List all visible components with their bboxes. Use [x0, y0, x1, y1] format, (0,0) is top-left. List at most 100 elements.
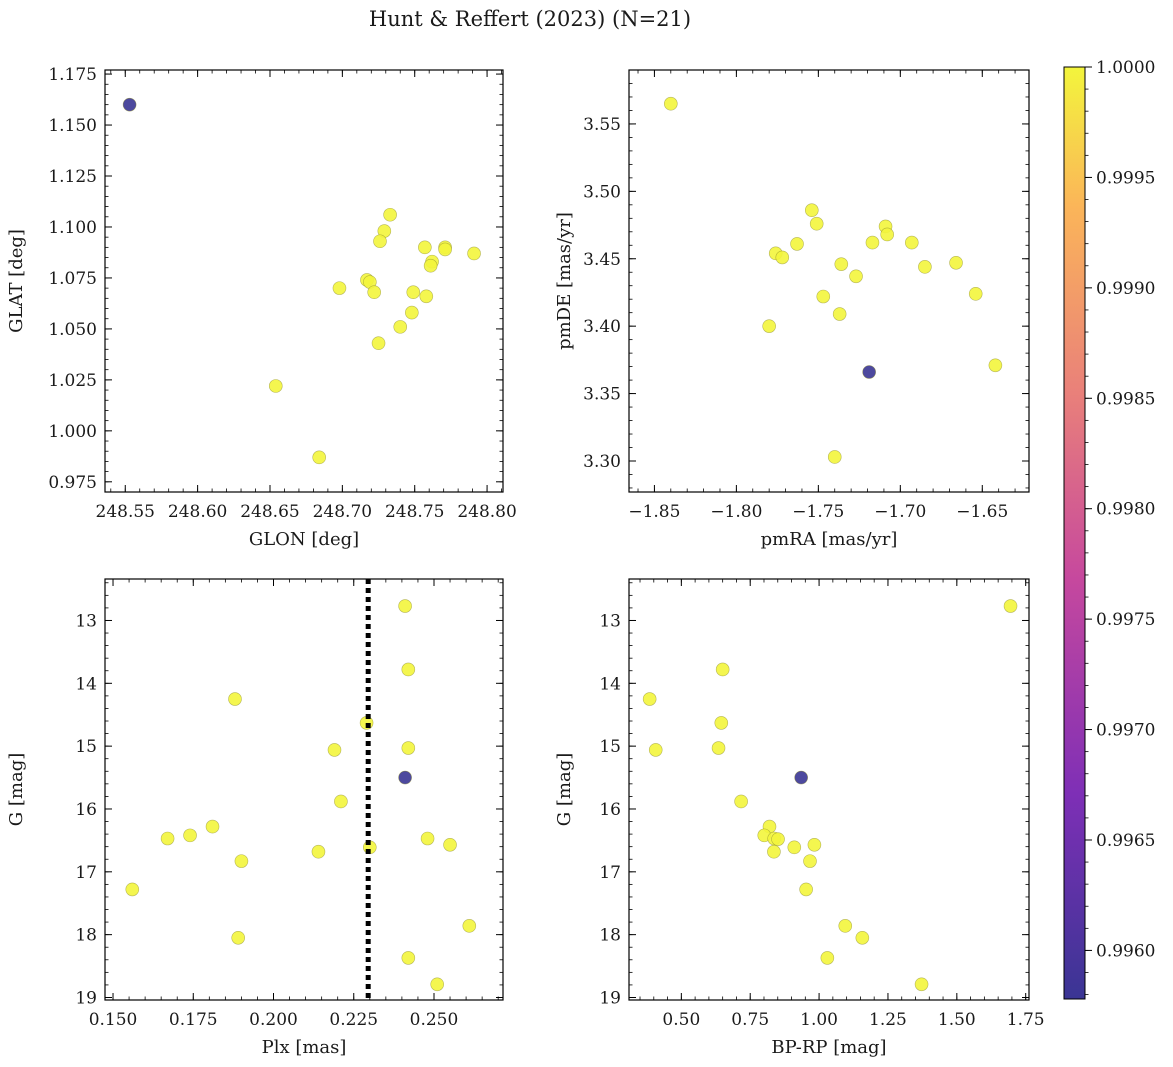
y-tick-label: 18 — [599, 926, 621, 946]
scatter-point — [988, 358, 1003, 373]
x-axis-label: BP-RP [mag] — [771, 1037, 886, 1058]
x-tick-label: 0.225 — [329, 1010, 378, 1030]
scatter-point — [327, 743, 342, 757]
scatter-point — [383, 207, 397, 222]
scatter-point — [205, 819, 220, 834]
y-tick-label: 3.30 — [583, 452, 621, 472]
axes-frame — [628, 69, 1030, 493]
x-tick-label: −1.85 — [628, 502, 680, 522]
scatter-point — [648, 743, 663, 757]
colorbar-tick-label: 0.9990 — [1096, 279, 1155, 299]
y-tick-label: 15 — [599, 737, 621, 757]
scatter-point — [827, 450, 842, 464]
scatter-point — [849, 269, 863, 284]
scatter-point — [393, 320, 408, 334]
y-tick-label: 3.35 — [583, 385, 621, 405]
scatter-point — [775, 250, 790, 265]
scatter-point — [406, 285, 421, 300]
axes-frame — [104, 578, 504, 1001]
y-tick-label: 3.55 — [583, 115, 621, 135]
y-tick-label: 19 — [599, 988, 621, 1008]
y-tick-label: 1.150 — [48, 116, 97, 136]
x-tick-label: −1.75 — [792, 502, 844, 522]
scatter-point — [371, 336, 386, 350]
x-tick-label: 0.75 — [731, 1010, 769, 1030]
panel-plx-g: 0.150 0.175 0.200 0.225 0.250 13 14 15 16 17 18 19 P… — [6, 578, 504, 1058]
y-axis-label: GLAT [deg] — [6, 229, 27, 333]
y-tick-label: 19 — [75, 988, 97, 1008]
scatter-point — [234, 854, 249, 868]
x-tick-label: 1.50 — [938, 1010, 976, 1030]
y-tick-label: 17 — [75, 863, 97, 883]
y-tick-label: 3.40 — [583, 317, 621, 337]
scatter-point — [228, 692, 242, 706]
x-axis-label: Plx [mas] — [262, 1037, 347, 1058]
x-tick-label: 248.55 — [96, 502, 155, 522]
scatter-point — [419, 289, 434, 304]
scatter-point — [968, 287, 983, 301]
scatter-point — [834, 257, 849, 271]
colorbar-gradient — [1063, 66, 1086, 1000]
panel-bprp-g: 0.50 0.75 1.00 1.25 1.50 1.75 13 14 15 16 17 18 19 BP… — [554, 578, 1045, 1058]
colorbar-tick-label: 0.9980 — [1096, 500, 1155, 520]
y-tick-label: 3.50 — [583, 182, 621, 202]
scatter-point — [231, 930, 246, 945]
y-axis-label: G [mag] — [6, 753, 27, 826]
y-axis-label: G [mag] — [554, 753, 575, 826]
colorbar-tick-label: 0.9995 — [1096, 168, 1155, 188]
scatter-point — [373, 234, 387, 249]
scatter-point — [714, 716, 729, 730]
y-axis-label: pmDE [mas/yr] — [554, 212, 575, 350]
scatter-point — [820, 951, 835, 965]
scatter-point — [734, 794, 748, 809]
axes-frame — [104, 69, 504, 493]
scatter-point — [807, 837, 822, 852]
scatter-point — [642, 692, 657, 706]
scatter-point — [125, 882, 140, 897]
scatter-point — [715, 662, 730, 677]
scatter-point — [398, 770, 412, 785]
colorbar-tick-label: 0.9970 — [1096, 721, 1155, 741]
colorbar-tick-label: 0.9960 — [1096, 941, 1155, 961]
scatter-point — [711, 741, 726, 755]
colorbar-tick-label: 0.9965 — [1096, 831, 1155, 851]
scatter-point — [311, 844, 326, 859]
scatter-point — [787, 840, 802, 855]
colorbar-tick-label: 1.0000 — [1096, 58, 1155, 78]
scatter-point — [904, 235, 919, 250]
scatter-point — [420, 831, 435, 846]
x-tick-label: 0.250 — [410, 1010, 459, 1030]
scatter-point — [367, 285, 381, 300]
colorbar-tick-label: 0.9975 — [1096, 610, 1155, 630]
y-tick-label: 16 — [599, 800, 621, 820]
x-tick-label: 0.200 — [249, 1010, 298, 1030]
scatter-point — [467, 246, 481, 261]
scatter-point — [762, 319, 776, 333]
y-tick-label: 1.050 — [48, 320, 97, 340]
panel-glon-glat: 248.55 248.60 248.65 248.70 248.75 248.80 0.97… — [6, 65, 517, 550]
y-tick-label: 13 — [599, 611, 621, 631]
x-tick-label: −1.80 — [710, 502, 762, 522]
scatter-point — [443, 837, 457, 852]
scatter-point — [401, 741, 416, 755]
scatter-point — [268, 379, 283, 393]
x-axis-label: pmRA [mas/yr] — [761, 529, 898, 550]
x-tick-label: 248.75 — [385, 502, 444, 522]
x-tick-label: 1.00 — [800, 1010, 838, 1030]
y-tick-label: 1.025 — [48, 371, 97, 391]
x-tick-label: 1.25 — [869, 1010, 907, 1030]
scatter-point — [949, 255, 963, 270]
scatter-point — [405, 305, 419, 320]
scatter-point — [160, 831, 175, 846]
x-axis-label: GLON [deg] — [249, 529, 359, 550]
scatter-point — [799, 882, 813, 897]
scatter-point — [918, 260, 932, 274]
x-tick-label: −1.70 — [874, 502, 926, 522]
scatter-point — [438, 242, 452, 257]
scatter-point — [914, 977, 929, 992]
colorbar-tick-label: 0.9985 — [1096, 389, 1155, 409]
scatter-point — [462, 919, 477, 933]
scatter-point — [401, 951, 416, 965]
scatter-point — [332, 281, 347, 295]
